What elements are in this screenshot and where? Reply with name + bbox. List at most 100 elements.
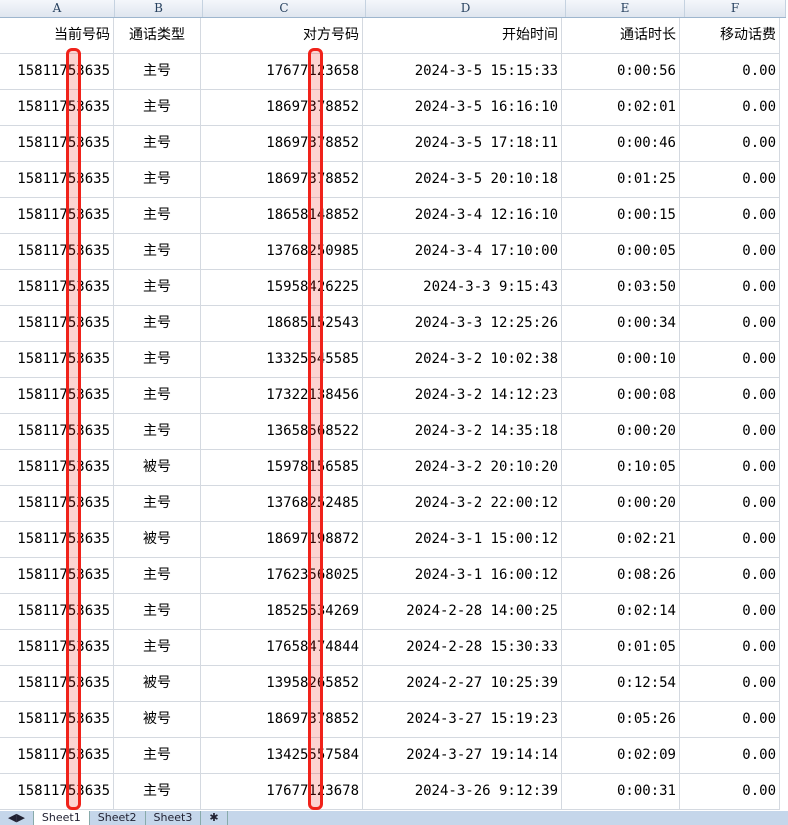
table-cell[interactable]: 15811753635 <box>0 486 114 521</box>
table-cell[interactable]: 2024-3-1 16:00:12 <box>363 558 562 593</box>
table-cell[interactable]: 0.00 <box>680 306 780 341</box>
table-cell[interactable]: 15811753635 <box>0 630 114 665</box>
table-cell[interactable]: 18685152543 <box>201 306 363 341</box>
table-cell[interactable]: 主号 <box>114 90 201 125</box>
table-cell[interactable]: 18697378852 <box>201 90 363 125</box>
table-cell[interactable]: 0:00:08 <box>562 378 680 413</box>
table-cell[interactable]: 0:10:05 <box>562 450 680 485</box>
table-cell[interactable]: 主号 <box>114 558 201 593</box>
table-cell[interactable]: 0.00 <box>680 126 780 161</box>
table-cell[interactable]: 0:02:09 <box>562 738 680 773</box>
table-cell[interactable]: 0.00 <box>680 594 780 629</box>
table-cell[interactable]: 2024-3-2 14:35:18 <box>363 414 562 449</box>
table-cell[interactable]: 15978156585 <box>201 450 363 485</box>
table-cell[interactable]: 15811753635 <box>0 666 114 701</box>
table-cell[interactable]: 2024-3-27 19:14:14 <box>363 738 562 773</box>
table-cell[interactable]: 0:02:01 <box>562 90 680 125</box>
table-cell[interactable]: 主号 <box>114 378 201 413</box>
table-cell[interactable]: 15811753635 <box>0 450 114 485</box>
table-cell[interactable]: 18697378852 <box>201 126 363 161</box>
table-cell[interactable]: 0:00:20 <box>562 414 680 449</box>
table-cell[interactable]: 13658568522 <box>201 414 363 449</box>
table-cell[interactable]: 0.00 <box>680 90 780 125</box>
table-cell[interactable]: 15811753635 <box>0 54 114 89</box>
table-cell[interactable]: 0:01:25 <box>562 162 680 197</box>
table-cell[interactable]: 15958426225 <box>201 270 363 305</box>
table-cell[interactable]: 0.00 <box>680 486 780 521</box>
table-cell[interactable]: 主号 <box>114 270 201 305</box>
table-cell[interactable]: 被号 <box>114 522 201 557</box>
table-cell[interactable]: 主号 <box>114 594 201 629</box>
column-header-c[interactable]: C <box>203 0 366 17</box>
table-cell[interactable]: 17322138456 <box>201 378 363 413</box>
table-cell[interactable]: 17677123678 <box>201 774 363 809</box>
table-cell[interactable]: 13768252485 <box>201 486 363 521</box>
table-cell[interactable]: 被号 <box>114 666 201 701</box>
table-cell[interactable]: 15811753635 <box>0 306 114 341</box>
table-cell[interactable]: 0:03:50 <box>562 270 680 305</box>
table-cell[interactable]: 15811753635 <box>0 270 114 305</box>
table-cell[interactable]: 17658474844 <box>201 630 363 665</box>
table-cell[interactable]: 15811753635 <box>0 378 114 413</box>
header-cell[interactable]: 通话时长 <box>562 18 680 53</box>
table-cell[interactable]: 2024-3-5 16:16:10 <box>363 90 562 125</box>
table-cell[interactable]: 被号 <box>114 450 201 485</box>
table-cell[interactable]: 13325545585 <box>201 342 363 377</box>
table-cell[interactable]: 2024-3-3 12:25:26 <box>363 306 562 341</box>
table-cell[interactable]: 被号 <box>114 702 201 737</box>
table-cell[interactable]: 0.00 <box>680 522 780 557</box>
table-cell[interactable]: 主号 <box>114 738 201 773</box>
table-cell[interactable]: 2024-3-2 20:10:20 <box>363 450 562 485</box>
table-cell[interactable]: 17677123658 <box>201 54 363 89</box>
table-cell[interactable]: 18697378852 <box>201 702 363 737</box>
column-header-b[interactable]: B <box>115 0 203 17</box>
table-cell[interactable]: 主号 <box>114 306 201 341</box>
table-cell[interactable]: 0.00 <box>680 414 780 449</box>
table-cell[interactable]: 15811753635 <box>0 90 114 125</box>
table-cell[interactable]: 2024-3-5 17:18:11 <box>363 126 562 161</box>
tab-scroll-icon[interactable]: ◀▶ <box>0 811 34 825</box>
table-cell[interactable]: 0.00 <box>680 54 780 89</box>
table-cell[interactable]: 15811753635 <box>0 126 114 161</box>
column-header-d[interactable]: D <box>366 0 566 17</box>
table-cell[interactable]: 2024-2-28 14:00:25 <box>363 594 562 629</box>
header-cell[interactable]: 当前号码 <box>0 18 114 53</box>
table-cell[interactable]: 18697378852 <box>201 162 363 197</box>
tab-sheet2[interactable]: Sheet2 <box>90 811 146 825</box>
table-cell[interactable]: 0.00 <box>680 702 780 737</box>
table-cell[interactable]: 0:00:56 <box>562 54 680 89</box>
table-cell[interactable]: 18697198872 <box>201 522 363 557</box>
table-cell[interactable]: 0:00:46 <box>562 126 680 161</box>
table-cell[interactable]: 15811753635 <box>0 162 114 197</box>
table-cell[interactable]: 主号 <box>114 486 201 521</box>
table-cell[interactable]: 0.00 <box>680 234 780 269</box>
table-cell[interactable]: 0:00:05 <box>562 234 680 269</box>
table-cell[interactable]: 0:00:20 <box>562 486 680 521</box>
table-cell[interactable]: 2024-3-4 12:16:10 <box>363 198 562 233</box>
table-cell[interactable]: 0.00 <box>680 342 780 377</box>
table-cell[interactable]: 18658148852 <box>201 198 363 233</box>
table-cell[interactable]: 18525534269 <box>201 594 363 629</box>
table-cell[interactable]: 15811753635 <box>0 702 114 737</box>
table-cell[interactable]: 0.00 <box>680 630 780 665</box>
tab-sheet1[interactable]: Sheet1 <box>33 811 90 825</box>
table-cell[interactable]: 主号 <box>114 234 201 269</box>
table-cell[interactable]: 17623568025 <box>201 558 363 593</box>
table-cell[interactable]: 15811753635 <box>0 594 114 629</box>
column-header-a[interactable]: A <box>0 0 115 17</box>
table-cell[interactable]: 主号 <box>114 198 201 233</box>
table-cell[interactable]: 2024-2-28 15:30:33 <box>363 630 562 665</box>
table-cell[interactable]: 主号 <box>114 630 201 665</box>
column-header-f[interactable]: F <box>685 0 786 17</box>
table-cell[interactable]: 主号 <box>114 162 201 197</box>
table-cell[interactable]: 2024-3-4 17:10:00 <box>363 234 562 269</box>
table-cell[interactable]: 主号 <box>114 414 201 449</box>
table-cell[interactable]: 2024-3-2 22:00:12 <box>363 486 562 521</box>
table-cell[interactable]: 0.00 <box>680 378 780 413</box>
table-cell[interactable]: 2024-3-26 9:12:39 <box>363 774 562 809</box>
table-cell[interactable]: 0.00 <box>680 774 780 809</box>
header-cell[interactable]: 移动话费 <box>680 18 780 53</box>
table-cell[interactable]: 2024-3-2 14:12:23 <box>363 378 562 413</box>
table-cell[interactable]: 0.00 <box>680 450 780 485</box>
table-cell[interactable]: 15811753635 <box>0 198 114 233</box>
